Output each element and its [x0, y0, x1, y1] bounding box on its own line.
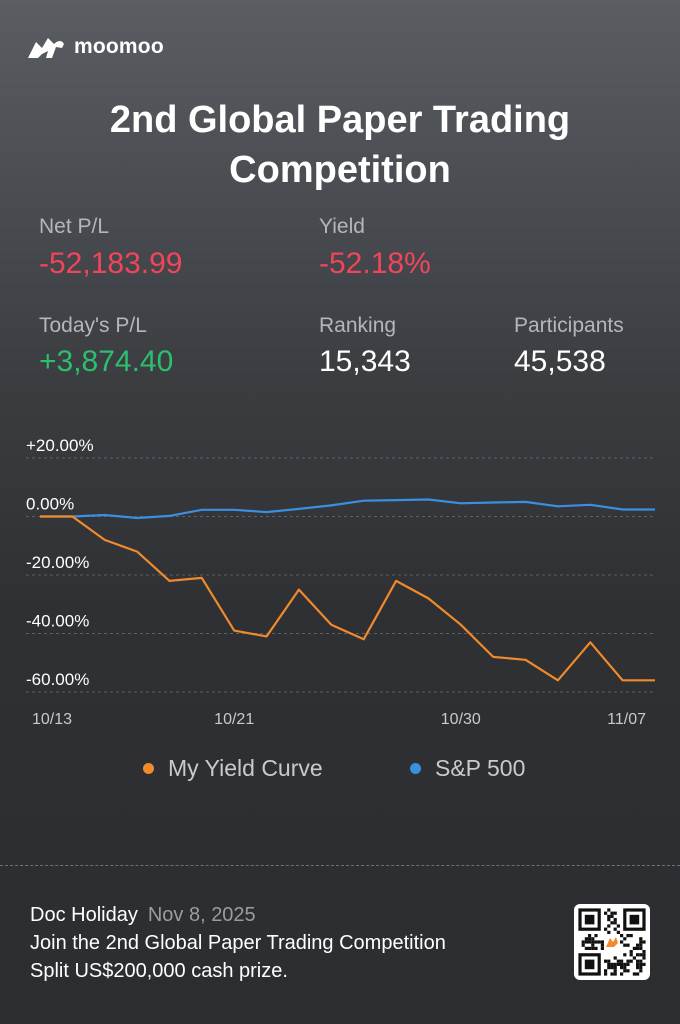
x-tick-label: 10/21	[214, 711, 254, 728]
ranking-value: 15,343	[319, 345, 411, 378]
footer-date: Nov 8, 2025	[147, 904, 256, 926]
x-tick-label: 11/07	[607, 711, 646, 728]
y-tick-label: 0.00%	[26, 495, 74, 514]
legend-dot-blue-icon	[410, 763, 421, 774]
y-tick-label: +20.00%	[26, 436, 94, 455]
y-tick-label: -40.00%	[26, 612, 89, 631]
footer: Doc Holiday Nov 8, 2025 Join the 2nd Glob…	[30, 901, 550, 985]
participants-value: 45,538	[514, 345, 606, 378]
footer-username: Doc Holiday	[30, 904, 138, 926]
net-pl-label: Net P/L	[39, 215, 110, 238]
legend-dot-orange-icon	[143, 763, 154, 774]
page-title: 2nd Global Paper Trading Competition	[0, 95, 680, 195]
chart-legend: My Yield Curve S&P 500	[0, 755, 680, 785]
title-line-1: 2nd Global Paper Trading	[109, 99, 571, 141]
yield-label: Yield	[319, 215, 365, 238]
legend-item-sp500: S&P 500	[410, 755, 525, 782]
qr-code-icon	[574, 904, 650, 980]
participants-label: Participants	[514, 314, 624, 337]
x-tick-label: 10/30	[441, 711, 481, 728]
yield-value: -52.18%	[319, 247, 431, 280]
today-pl-label: Today's P/L	[39, 314, 147, 337]
series-line-sp500	[40, 498, 655, 520]
legend-label: My Yield Curve	[168, 755, 323, 781]
ranking-label: Ranking	[319, 314, 397, 337]
series-line-my-yield	[40, 515, 655, 682]
x-tick-label: 10/13	[32, 711, 72, 728]
legend-item-my-yield: My Yield Curve	[143, 755, 323, 782]
y-tick-label: -60.00%	[26, 670, 89, 689]
legend-label: S&P 500	[435, 755, 526, 781]
brand-name: moomoo	[74, 35, 164, 58]
footer-invite: Join the 2nd Global Paper Trading Compet…	[30, 932, 446, 954]
title-line-2: Competition	[229, 149, 451, 191]
yield-chart: +20.00% 0.00% -20.00% -40.00% -60.00% 10/13 10…	[26, 436, 655, 728]
brand-logo: moomoo	[26, 34, 164, 60]
dashed-divider	[0, 865, 680, 866]
today-pl-value: +3,874.40	[39, 345, 174, 378]
y-tick-label: -20.00%	[26, 553, 89, 572]
footer-user-line: Doc Holiday Nov 8, 2025	[30, 901, 550, 929]
footer-prize: Split US$200,000 cash prize.	[30, 960, 288, 982]
moomoo-bull-icon	[28, 38, 64, 58]
net-pl-value: -52,183.99	[39, 247, 183, 280]
